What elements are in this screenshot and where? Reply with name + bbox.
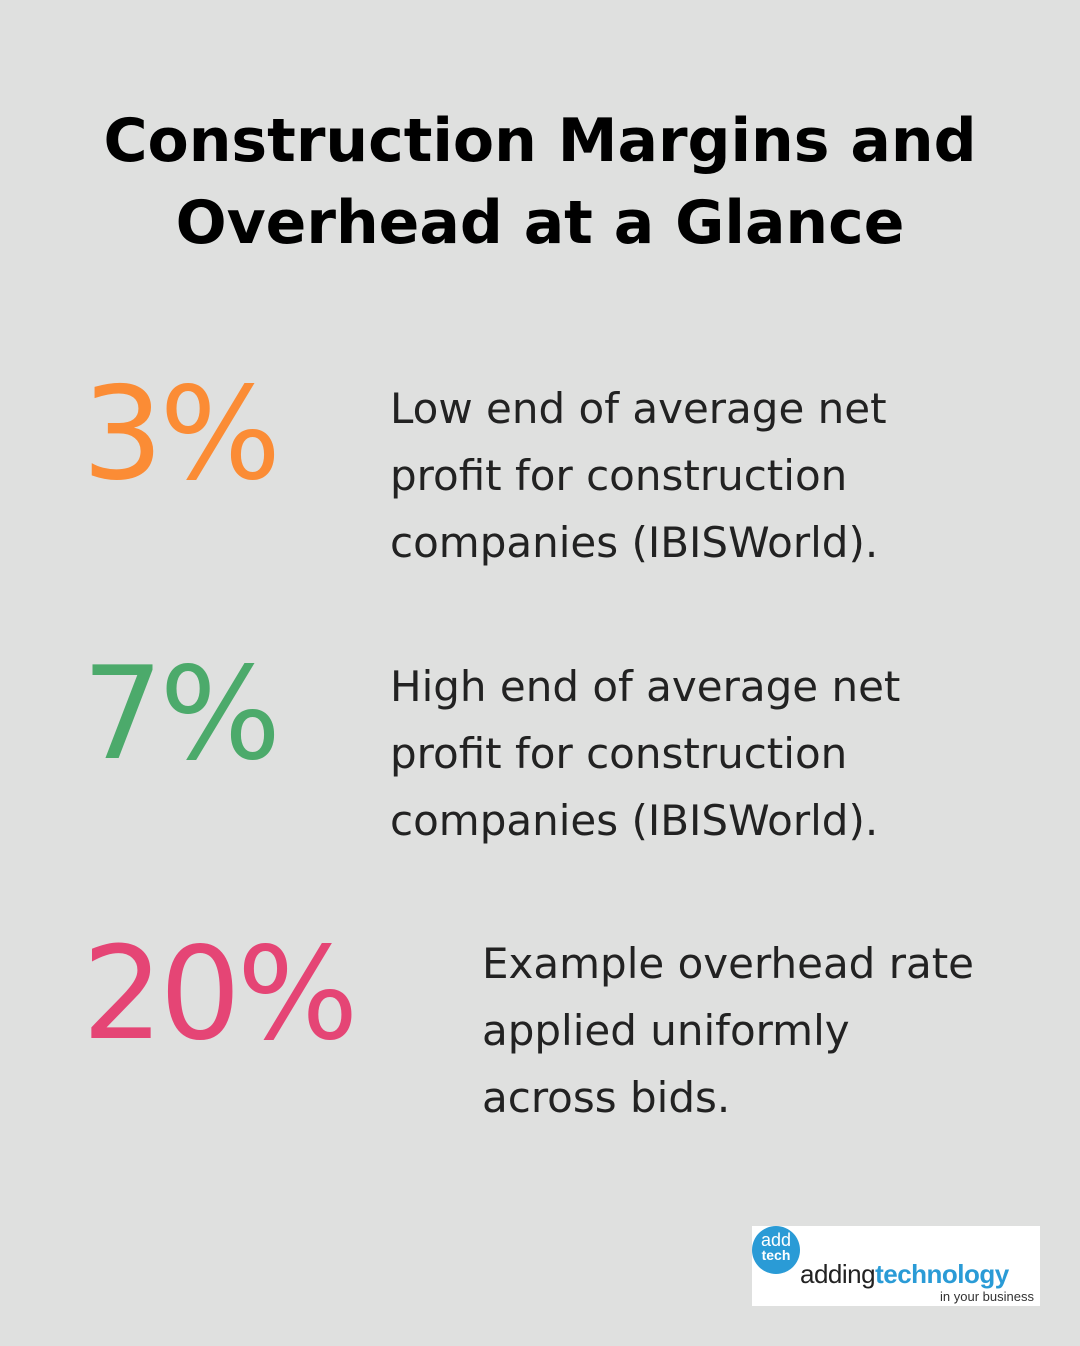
stat-value-7-percent: 7%: [82, 640, 281, 789]
logo-brand-bold: technology: [875, 1259, 1009, 1289]
logo-brand: addingtechnology: [800, 1260, 1009, 1288]
description-line: profit for construction: [390, 729, 848, 778]
description-line: companies (IBISWorld).: [390, 518, 879, 567]
description-line: applied uniformly: [482, 1006, 850, 1055]
description-line: High end of average net: [390, 662, 901, 711]
logo-tagline: in your business: [940, 1289, 1034, 1304]
title-line-2: Overhead at a Glance: [175, 188, 905, 258]
stat-description-3-percent: Low end of average net profit for constr…: [390, 375, 887, 576]
stat-value-20-percent: 20%: [82, 920, 358, 1069]
description-line: companies (IBISWorld).: [390, 796, 879, 845]
logo-brand-light: adding: [800, 1259, 876, 1289]
description-line: Low end of average net: [390, 384, 887, 433]
stat-value-3-percent: 3%: [82, 360, 281, 509]
addtech-circle-icon: add tech: [752, 1226, 800, 1274]
description-line: Example overhead rate: [482, 939, 975, 988]
adding-technology-logo: add tech addingtechnology in your busine…: [752, 1226, 1040, 1306]
logo-circle-bottom: tech: [761, 1247, 791, 1263]
page-title: Construction Margins and Overhead at a G…: [0, 100, 1080, 264]
stat-description-20-percent: Example overhead rate applied uniformly …: [482, 930, 974, 1131]
description-line: profit for construction: [390, 451, 848, 500]
logo-circle-top: add: [760, 1230, 792, 1250]
stat-description-7-percent: High end of average net profit for const…: [390, 653, 900, 854]
description-line: across bids.: [482, 1073, 731, 1122]
title-line-1: Construction Margins and: [103, 106, 977, 176]
